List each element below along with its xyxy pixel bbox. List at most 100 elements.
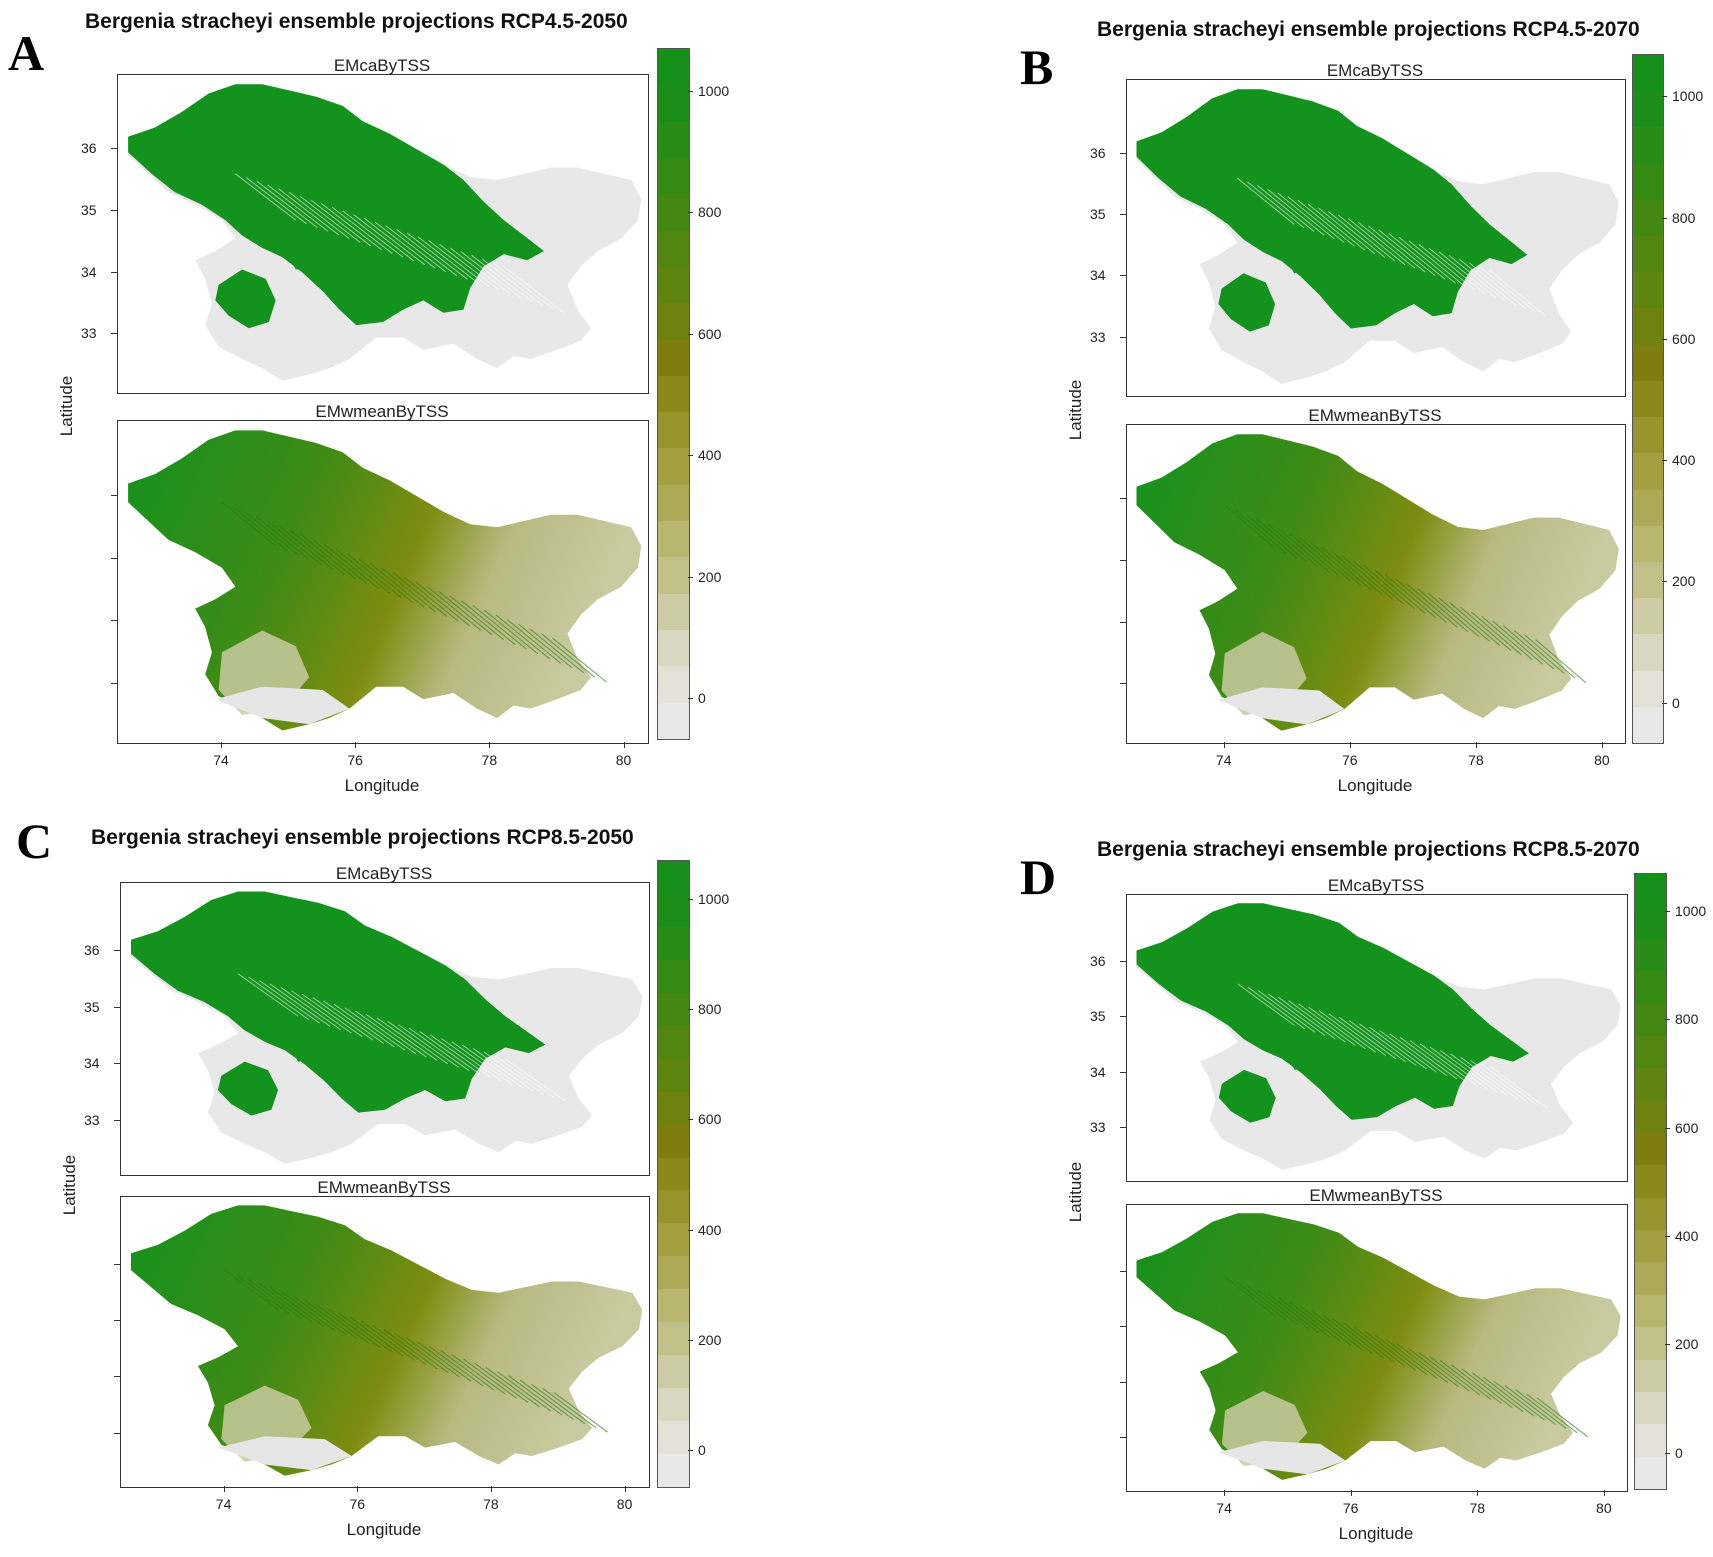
lon-tick-label: 80: [1596, 1500, 1612, 1516]
legend-tick: [688, 1008, 693, 1010]
drainage-line: [1327, 210, 1386, 258]
legend-swatch: [658, 666, 689, 704]
drainage-line: [355, 1010, 417, 1055]
drainage-line: [269, 983, 331, 1027]
legend-swatch: [658, 1355, 689, 1389]
legend-tick-label: 800: [698, 1000, 722, 1017]
drainage-line: [1428, 247, 1487, 295]
drainage-line: [267, 184, 329, 232]
weighted-mean-map: [120, 1196, 650, 1488]
binary-map-svg: [128, 84, 642, 381]
drainage-line: [299, 195, 361, 243]
drainage-line: [461, 600, 516, 645]
legend-tick: [688, 333, 693, 335]
drainage-line: [1461, 1368, 1513, 1409]
drainage-line: [1375, 1335, 1427, 1375]
drainage-line: [1492, 620, 1544, 665]
drainage-line: [1358, 221, 1416, 269]
drainage-line: [1310, 1310, 1363, 1350]
lon-tick-label: 74: [215, 1496, 232, 1512]
drainage-line: [519, 1379, 574, 1420]
panel-title: Bergenia stracheyi ensemble projections …: [1097, 838, 1640, 861]
binary-map-svg: [131, 891, 643, 1164]
drainage-line: [406, 1337, 461, 1378]
drainage-line: [233, 506, 288, 552]
lat-tick: [114, 1263, 120, 1265]
drainage-line: [1407, 1347, 1460, 1388]
drainage-line: [1368, 225, 1426, 273]
legend-swatch: [658, 375, 689, 413]
drainage-line: [1257, 185, 1315, 232]
legend-tick-label: 0: [1675, 1444, 1683, 1461]
drainage-line: [221, 501, 277, 547]
drainage-line: [404, 576, 459, 622]
drainage-line: [1388, 233, 1446, 280]
drainage-line: [244, 511, 299, 556]
drainage-line: [1267, 188, 1325, 236]
drainage-line: [1369, 1026, 1427, 1070]
drainage-line: [419, 1031, 481, 1075]
panel-letter: B: [1020, 39, 1054, 95]
legend-swatch: [1635, 971, 1666, 1004]
legend-tick-label: 200: [698, 568, 722, 585]
drainage-line: [335, 548, 391, 594]
legend-swatch: [1633, 163, 1663, 201]
drainage-line: [1490, 1066, 1549, 1110]
lat-tick: [1120, 1437, 1126, 1439]
drainage-line: [303, 1299, 358, 1340]
drainage-line: [246, 1278, 302, 1319]
drainage-line: [1515, 1389, 1567, 1430]
drainage-line: [417, 1341, 472, 1382]
lat-tick: [111, 271, 117, 273]
lon-tick: [220, 742, 222, 748]
x-axis-label: Longitude: [346, 1520, 422, 1539]
drainage-line: [1460, 606, 1512, 651]
drainage-line: [1277, 996, 1336, 1040]
drainage-line: [1439, 1050, 1498, 1093]
drainage-line: [483, 1051, 545, 1095]
lon-tick: [1349, 742, 1351, 748]
drainage-line: [1287, 196, 1345, 243]
drainage-line: [1310, 541, 1362, 586]
drainage-line: [1450, 1053, 1508, 1096]
lat-tick: [1120, 1270, 1126, 1272]
lat-tick: [114, 950, 120, 952]
legend-tick: [688, 576, 693, 578]
drainage-line: [1347, 218, 1406, 266]
legend-swatch: [1633, 706, 1663, 743]
legend-swatch: [658, 121, 689, 159]
drainage-line: [472, 1048, 534, 1092]
drainage-line: [337, 1311, 393, 1353]
drainage-line: [417, 236, 479, 284]
drainage-line: [1489, 269, 1547, 317]
unsuitable-south: [1218, 687, 1345, 725]
lat-tick-label: 34: [84, 1055, 100, 1072]
drainage-line: [1448, 255, 1507, 302]
lat-tick: [1120, 1071, 1126, 1073]
legend-swatch: [658, 448, 689, 486]
drainage-line: [1317, 207, 1376, 255]
y-axis-label: Latitude: [57, 375, 76, 437]
drainage-line: [398, 1024, 459, 1068]
panel-title: Bergenia stracheyi ensemble projections …: [91, 826, 634, 849]
drainage-line: [1504, 1385, 1556, 1425]
lat-tick: [1120, 1127, 1126, 1129]
lat-tick: [111, 148, 117, 150]
legend-swatch: [1633, 670, 1663, 708]
legend-swatch: [1633, 525, 1663, 563]
legend-tick-label: 1000: [1675, 902, 1707, 919]
drainage-line: [1419, 1043, 1478, 1086]
drainage-line: [1535, 639, 1587, 684]
drainage-line: [301, 993, 363, 1038]
lon-tick: [223, 1486, 225, 1492]
drainage-line: [360, 1320, 415, 1361]
unsuitable-south: [1218, 1441, 1346, 1475]
drainage-line: [552, 637, 607, 683]
legend-tick-label: 600: [698, 325, 722, 342]
legend-tick-label: 400: [698, 447, 722, 464]
drainage-line: [505, 1058, 566, 1102]
lat-tick-label: 34: [1090, 267, 1106, 284]
region-outline: [1136, 434, 1619, 731]
drainage-line: [1536, 1397, 1589, 1438]
legend-swatch: [1633, 380, 1663, 418]
